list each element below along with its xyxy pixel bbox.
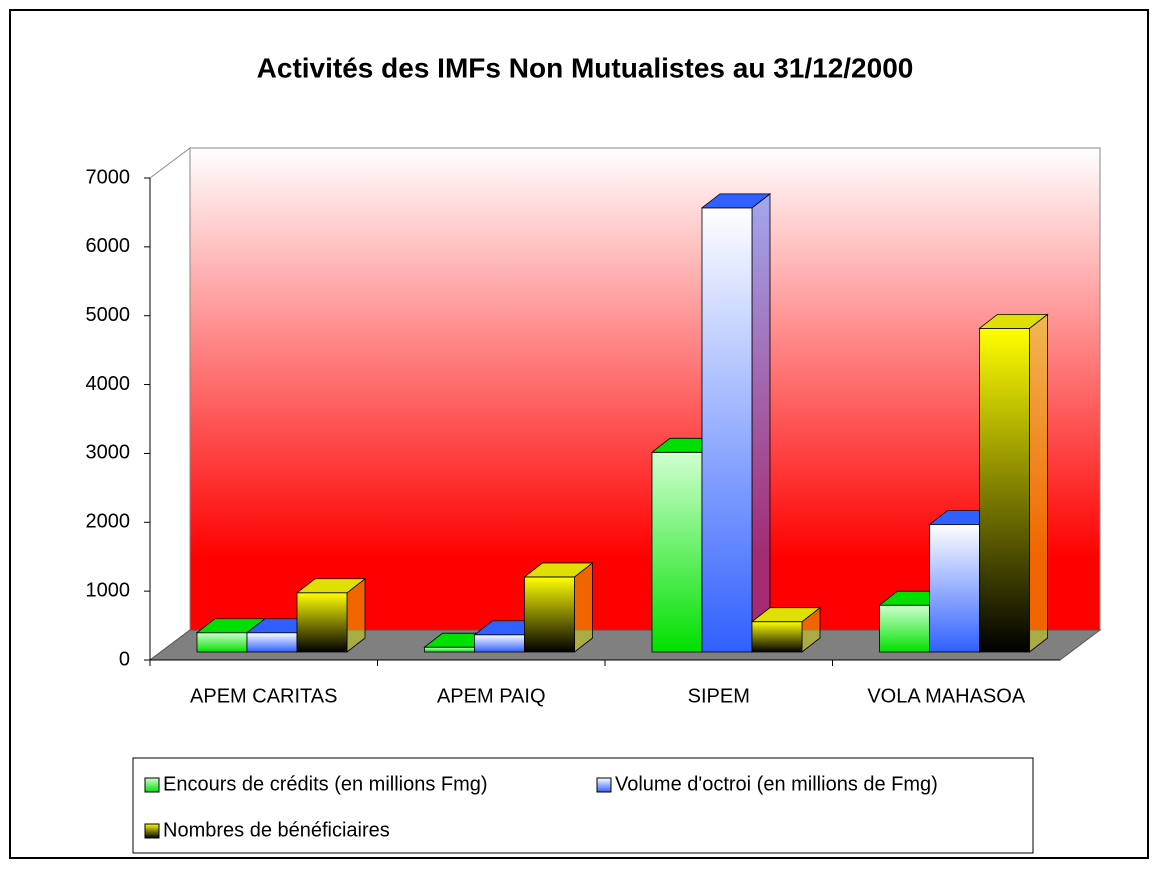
x-tick-label: SIPEM: [688, 685, 750, 707]
y-tick-label: 0: [119, 648, 130, 670]
bar-top: [523, 562, 594, 578]
bar-side: [1029, 313, 1048, 653]
bar: [751, 621, 803, 653]
y-tick-label: 2000: [86, 511, 131, 533]
side-wall: [149, 147, 191, 661]
y-tick-label: 3000: [86, 442, 131, 464]
y-tick-label: 4000: [86, 373, 131, 395]
bar-top: [700, 193, 772, 209]
bar: [296, 592, 348, 653]
bar: [524, 576, 575, 653]
bar: [929, 524, 980, 653]
bar: [424, 646, 475, 653]
x-tick-label: VOLA MAHASOA: [867, 685, 1025, 707]
legend-label: Nombres de bénéficiaires: [163, 819, 390, 841]
legend-swatch: [144, 823, 160, 839]
bar: [879, 604, 930, 653]
legend-label: Volume d'octroi (en millions de Fmg): [615, 773, 938, 795]
x-tick-label: APEM CARITAS: [190, 685, 337, 707]
legend-label: Encours de crédits (en millions Fmg): [163, 773, 488, 795]
legend-swatch: [144, 777, 160, 793]
bar: [651, 451, 703, 653]
bar-side: [574, 562, 593, 653]
bar: [979, 327, 1030, 653]
y-tick-label: 1000: [86, 579, 131, 601]
bar-top: [978, 313, 1049, 329]
bar: [246, 632, 298, 653]
chart-title: Activités des IMFs Non Mutualistes au 31…: [257, 52, 914, 83]
y-tick-label: 7000: [86, 166, 131, 188]
legend: [132, 757, 1034, 854]
bar-side: [751, 193, 771, 653]
y-tick-label: 5000: [86, 304, 131, 326]
bar-top: [295, 578, 367, 594]
y-tick-label: 6000: [86, 235, 131, 257]
bar: [701, 207, 753, 653]
bar: [196, 632, 248, 653]
legend-swatch: [596, 777, 612, 793]
bar: [474, 634, 525, 653]
x-tick-label: APEM PAIQ: [437, 685, 546, 707]
bar-top: [750, 607, 822, 623]
